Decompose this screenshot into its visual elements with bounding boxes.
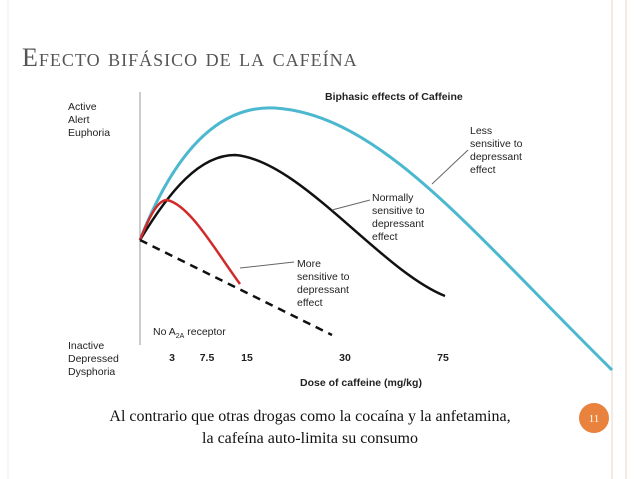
annotation-less: effect	[470, 164, 496, 176]
page-badge	[579, 403, 609, 433]
annotation-more: effect	[297, 297, 323, 309]
annotation-normal: effect	[372, 231, 398, 243]
y-bottom-label: Inactive	[68, 340, 104, 352]
annotation-normal: depressant	[372, 218, 424, 230]
arrow	[239, 261, 295, 269]
caption: Al contrario que otras drogas como la co…	[109, 408, 510, 425]
curve-no-receptor	[139, 238, 333, 337]
caption: la cafeína auto-limita su consumo	[202, 430, 418, 447]
annotation-less: depressant	[470, 151, 522, 163]
page-number: 11	[589, 413, 600, 425]
x-tick-label: 3	[169, 352, 175, 364]
annotation-more: depressant	[297, 284, 349, 296]
annotation-normal: sensitive to	[372, 205, 425, 217]
annotation-more: sensitive to	[297, 271, 350, 283]
curve-less	[138, 106, 614, 372]
annotation-normal: Normally	[372, 192, 414, 204]
y-top-label: Active	[68, 101, 97, 113]
x-tick-label: 7.5	[200, 352, 215, 364]
annotation-less: Less	[470, 125, 492, 137]
arrow	[331, 199, 371, 211]
curve-more	[138, 198, 242, 285]
annotation-less: sensitive to	[470, 138, 523, 150]
slide-title: Efecto bifásico de la cafeína	[22, 43, 358, 72]
y-top-label: Euphoria	[68, 127, 110, 139]
x-tick-label: 75	[437, 352, 449, 364]
annotation-no-receptor: No A2A receptor	[153, 326, 226, 340]
arrow	[431, 149, 469, 185]
curve-normal	[138, 153, 446, 298]
y-bottom-label: Depressed	[68, 353, 119, 365]
figure-title: Biphasic effects of Caffeine	[325, 91, 463, 103]
x-label: Dose of caffeine (mg/kg)	[300, 377, 422, 389]
x-tick-label: 15	[241, 352, 253, 364]
y-bottom-label: Dysphoria	[68, 366, 115, 378]
x-tick-label: 30	[339, 352, 351, 364]
y-top-label: Alert	[68, 114, 90, 126]
annotation-more: More	[297, 258, 321, 270]
